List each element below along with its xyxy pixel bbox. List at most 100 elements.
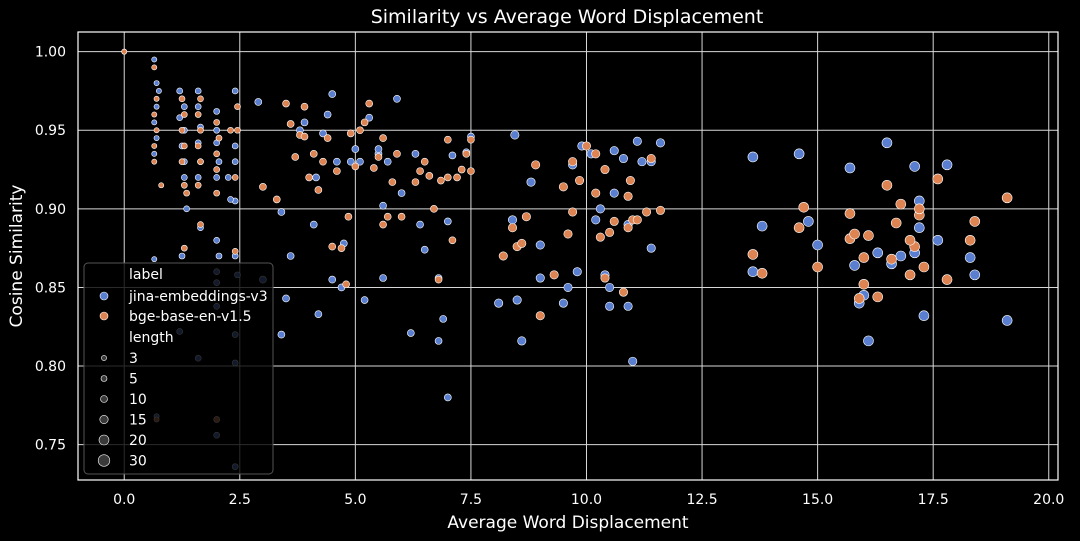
bge-point (197, 221, 204, 228)
bge-point (437, 176, 445, 185)
bge-point (521, 212, 531, 222)
jina-point (194, 174, 202, 181)
x-tick-label: 5.0 (344, 492, 366, 508)
x-tick-label: 20.0 (1033, 492, 1064, 508)
jina-point (444, 217, 452, 226)
jina-point (444, 393, 452, 402)
jina-point (328, 90, 337, 98)
bge-point (234, 126, 241, 134)
bge-point (498, 251, 508, 261)
jina-point (374, 145, 383, 153)
bge-point (183, 189, 190, 197)
jina-point (618, 154, 628, 164)
bge-point (941, 274, 953, 285)
x-tick-label: 7.5 (460, 492, 482, 508)
bge-point (793, 222, 805, 234)
bge-point (259, 183, 267, 191)
bge-point (351, 162, 360, 171)
bge-point (231, 174, 239, 181)
legend-size-marker (100, 395, 108, 403)
x-tick-labels: 0.0 2.5 5.0 7.5 10.0 12.5 15.0 17.5 20.0 (113, 492, 1064, 508)
jina-point (512, 295, 522, 305)
x-tick-label: 0.0 (113, 492, 135, 508)
bge-point (595, 232, 605, 242)
jina-point (213, 108, 220, 115)
bge-point (853, 293, 865, 304)
jina-point (215, 158, 223, 165)
legend-marker-bge (99, 311, 109, 321)
bge-point (197, 158, 204, 165)
jina-point (379, 201, 387, 210)
jina-point (416, 220, 424, 229)
bge-point (890, 217, 902, 229)
bge-point (121, 48, 128, 55)
jina-point (151, 119, 158, 126)
bge-point (425, 172, 434, 180)
bge-point (300, 132, 309, 141)
y-tick-labels: 0.75 0.80 0.85 0.90 0.95 1.00 (35, 45, 66, 454)
bge-point (918, 261, 930, 273)
jina-point (517, 336, 527, 346)
bge-point (344, 212, 353, 221)
jina-point (383, 157, 392, 166)
jina-point (918, 310, 930, 322)
bge-point (365, 99, 374, 108)
jina-point (319, 129, 327, 138)
bge-point (178, 158, 186, 165)
bge-point (213, 150, 220, 158)
bge-point (234, 103, 241, 110)
bge-point (181, 244, 188, 252)
bge-point (535, 311, 545, 321)
bge-point (430, 205, 438, 213)
jina-point (605, 282, 615, 292)
legend-size-marker (99, 414, 109, 424)
bge-point (632, 215, 642, 225)
legend-size-label: 5 (129, 372, 138, 388)
jina-point (637, 157, 647, 167)
y-axis-label: Cosine Similarity (7, 185, 27, 328)
bge-point (655, 205, 665, 215)
bge-point (434, 275, 443, 284)
legend-size-entries: 3 5 10 15 20 30 (97, 351, 147, 470)
y-tick-label: 0.80 (35, 359, 66, 375)
bge-point (397, 212, 406, 221)
bge-point (194, 142, 202, 150)
jina-point (231, 87, 239, 95)
bge-point (646, 154, 656, 164)
bge-point (213, 119, 220, 126)
bge-point (849, 228, 860, 240)
bge-point (964, 234, 976, 246)
jina-point (155, 88, 162, 94)
legend-size-marker (100, 375, 108, 382)
y-tick-label: 0.75 (35, 438, 66, 454)
x-tick-label: 2.5 (229, 492, 251, 508)
bge-point (462, 150, 471, 158)
bge-point (932, 173, 944, 185)
bge-point (151, 64, 158, 71)
bge-point (798, 201, 810, 213)
jina-point (572, 267, 582, 277)
jina-point (277, 330, 286, 339)
jina-point (632, 136, 642, 146)
bge-point (969, 216, 981, 227)
jina-point (194, 103, 202, 110)
jina-point (333, 157, 341, 166)
bge-point (383, 212, 392, 221)
bge-point (568, 207, 578, 217)
legend-size-label: 10 (129, 392, 147, 408)
jina-point (609, 146, 619, 156)
bge-point (914, 203, 925, 215)
jina-point (411, 150, 420, 158)
jina-point (895, 250, 907, 262)
jina-point (365, 113, 374, 122)
bge-point (291, 153, 300, 161)
jina-point (151, 256, 158, 263)
legend-marker-jina (99, 291, 109, 301)
jina-point (914, 222, 925, 234)
jina-point (397, 189, 406, 197)
legend-size-marker (97, 454, 111, 467)
jina-point (623, 301, 633, 311)
jina-point (379, 274, 387, 282)
jina-point (812, 239, 823, 251)
bge-point (282, 99, 290, 108)
